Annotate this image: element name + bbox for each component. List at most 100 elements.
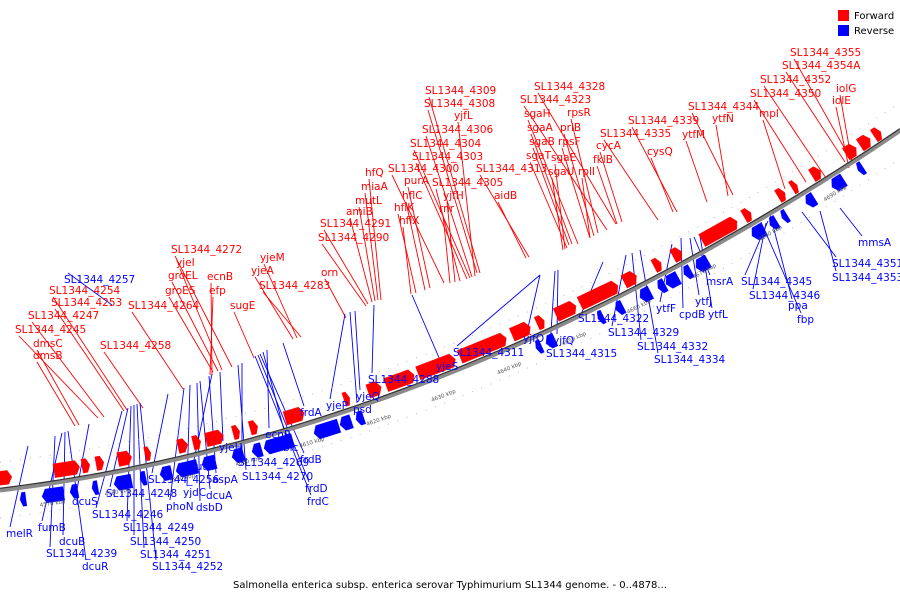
forward-gene-label-leader — [753, 99, 807, 183]
forward-gene-shape — [669, 247, 682, 263]
forward-gene-label: priB — [560, 122, 581, 134]
legend-forward-label: Forward — [854, 11, 894, 22]
forward-gene-label: SL1344_4254 — [49, 285, 121, 297]
forward-gene-label-leader — [561, 147, 591, 239]
reverse-gene-label: SL1344_4239 — [46, 548, 117, 560]
reverse-gene-label: SL1344_4250 — [130, 536, 201, 548]
forward-gene-label-leader — [715, 124, 729, 197]
reverse-gene-label-leader — [257, 354, 310, 483]
legend: Forward Reverse — [838, 10, 894, 37]
forward-gene-label: sgaE — [551, 152, 576, 164]
reverse-gene — [175, 459, 200, 478]
forward-gene — [0, 470, 13, 486]
forward-gene-label-leader — [364, 192, 379, 301]
forward-gene-label: sgaH — [524, 108, 550, 120]
forward-gene-label-leader — [402, 226, 412, 295]
forward-gene — [669, 247, 682, 263]
reverse-gene-label: SL1344_4353 — [832, 272, 900, 284]
forward-gene-label-leader — [397, 213, 417, 294]
reverse-gene-label: SL1344_4288 — [368, 374, 439, 386]
forward-gene-shape — [52, 460, 80, 478]
forward-gene-label: groEL — [168, 270, 198, 282]
backbone-arc — [0, 128, 900, 493]
forward-gene-label: sgaU — [548, 166, 574, 178]
forward-gene-shape — [247, 420, 258, 436]
forward-gene — [650, 257, 662, 273]
forward-gene-label-leader — [263, 263, 298, 339]
forward-gene-label: mpl — [759, 108, 779, 120]
forward-gene-label-leader — [497, 201, 527, 259]
forward-gene-label-leader — [349, 217, 373, 303]
forward-gene-shape — [552, 300, 577, 322]
reverse-gene-label: SL1344_4251 — [140, 549, 211, 561]
forward-gene-shape — [282, 406, 305, 426]
reverse-gene-label: SL1344_4351 — [832, 258, 900, 270]
forward-gene-shape — [740, 208, 752, 223]
reverse-gene — [545, 332, 559, 349]
reverse-gene-label: yjdC — [183, 487, 206, 499]
forward-gene — [740, 208, 752, 223]
forward-gene-label: SL1344_4258 — [100, 340, 171, 352]
reverse-gene-label: aspA — [212, 474, 239, 486]
forward-gene-label: aidB — [494, 190, 517, 202]
forward-gene-label-leader — [174, 255, 233, 368]
reverse-gene — [69, 483, 80, 499]
forward-gene-label-leader — [131, 311, 184, 390]
forward-gene-label: yjfL — [454, 110, 473, 122]
reverse-gene-label: fumB — [38, 522, 66, 534]
forward-gene-label: sugE — [230, 300, 255, 312]
forward-gene-label: SL1344_4328 — [534, 81, 605, 93]
forward-gene-label-leader — [36, 349, 80, 426]
reverse-gene-shape — [91, 480, 100, 496]
forward-gene-label-leader — [835, 106, 850, 169]
reverse-gene-label-leader — [371, 304, 375, 374]
forward-gene-shape — [415, 353, 456, 381]
forward-gene-label-leader — [179, 268, 223, 371]
forward-gene-label: efp — [209, 285, 226, 297]
forward-gene-label: SL1344_4306 — [422, 124, 494, 136]
reverse-gene-shape — [251, 442, 264, 458]
reverse-gene — [159, 465, 174, 481]
forward-gene-shape — [620, 270, 637, 289]
reverse-gene-shape — [657, 278, 669, 294]
reverse-gene — [615, 299, 627, 315]
forward-gene-shape — [855, 134, 871, 152]
reverse-gene-shape — [113, 473, 134, 491]
reverse-gene-label-leader — [631, 252, 642, 341]
forward-gene-label: sgaT — [526, 150, 552, 162]
reverse-gene-label-leader — [254, 355, 312, 496]
reverse-gene — [683, 264, 695, 280]
reverse-gene-label: SL1344_4246 — [92, 509, 164, 521]
forward-gene-label-leader — [427, 109, 478, 274]
reverse-gene-label: phoN — [166, 501, 194, 513]
forward-gene-label-leader — [358, 206, 376, 302]
forward-gene-shape — [383, 369, 415, 392]
forward-gene — [94, 455, 105, 471]
reverse-gene-label-leader — [526, 274, 541, 333]
forward-gene-label-leader — [793, 58, 851, 159]
reverse-gene-shape — [780, 208, 791, 224]
forward-gene — [415, 353, 456, 381]
forward-gene-label: iolE — [832, 95, 851, 107]
forward-gene-label: yjeA — [251, 265, 275, 277]
reverse-gene-shape — [313, 418, 342, 440]
reverse-gene-shape — [139, 470, 148, 486]
forward-gene-label-leader — [685, 140, 708, 203]
reverse-gene — [139, 470, 148, 486]
forward-gene-label: sgaA — [527, 122, 554, 134]
reverse-gene-label: dcuA — [206, 490, 233, 502]
forward-gene-shape — [176, 438, 188, 454]
forward-gene — [247, 420, 258, 436]
reverse-gene-label-leader — [151, 393, 169, 474]
forward-gene-label: SL1344_4304 — [410, 138, 482, 150]
reverse-gene-shape — [545, 332, 559, 349]
forward-gene-label: ecnB — [207, 271, 233, 283]
reverse-gene — [751, 222, 768, 241]
reverse-gene-shape — [831, 173, 848, 192]
forward-gene-label: SL1344_4283 — [259, 280, 330, 292]
forward-gene-label: fklB — [593, 154, 613, 166]
reverse-gene-label-leader — [139, 402, 157, 561]
forward-gene-shape — [774, 187, 786, 203]
forward-gene-label: ytfN — [712, 113, 734, 125]
